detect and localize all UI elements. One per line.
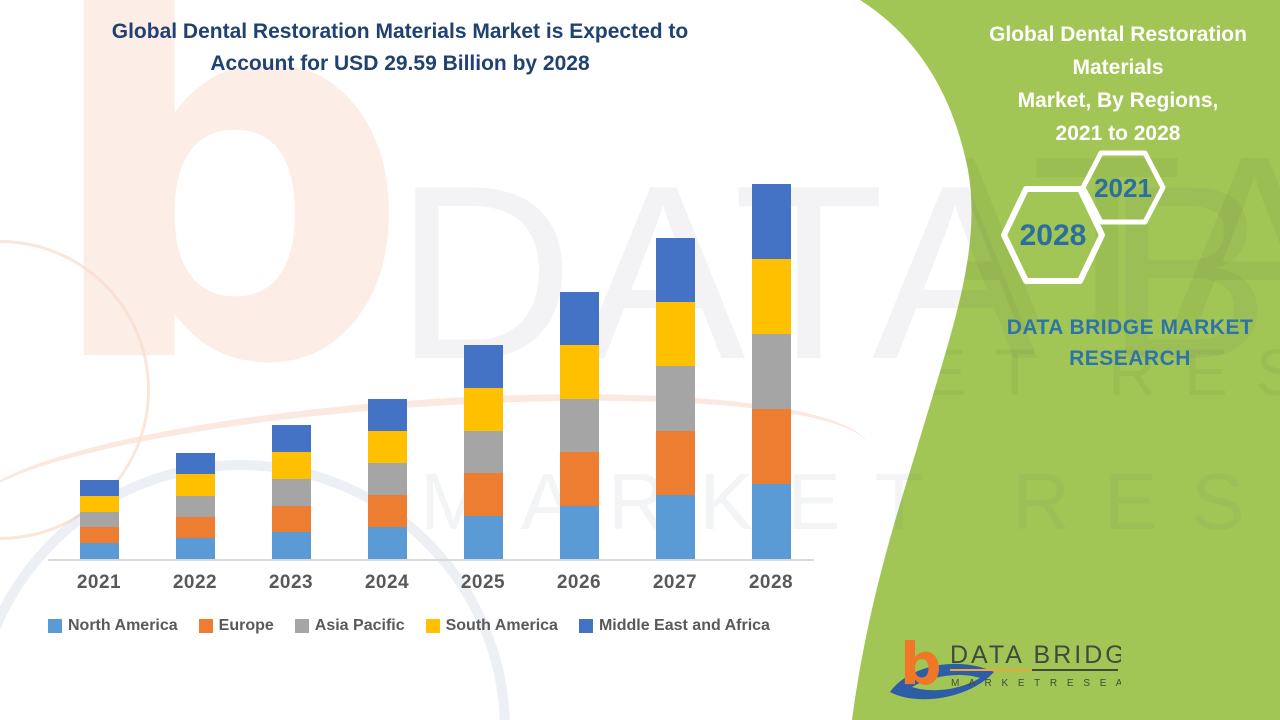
bar-segment-asia-pacific: [367, 462, 407, 495]
x-axis-label-2025: 2025: [460, 572, 506, 593]
bar-segment-north-america: [463, 516, 503, 559]
bar-2028: [751, 184, 791, 559]
bar-segment-asia-pacific: [271, 478, 311, 506]
legend-item-south-america: South America: [425, 617, 558, 635]
bar-segment-europe: [367, 494, 407, 527]
chart-title-line2: Account for USD 29.59 Billion by 2028: [210, 52, 590, 75]
x-axis-label-2026: 2026: [556, 572, 602, 593]
bar-segment-asia-pacific: [175, 495, 215, 517]
hexagon-2028: 2028: [1001, 186, 1105, 284]
x-axis-line: [48, 559, 814, 561]
bar-segment-south-america: [79, 495, 119, 512]
bar-2024: [367, 398, 407, 559]
panel-title-line3: 2021 to 2028: [1055, 122, 1181, 145]
legend-swatch-icon: [198, 619, 213, 633]
brand-text-line2: RESEARCH: [1069, 347, 1191, 370]
bar-segment-asia-pacific: [463, 430, 503, 474]
legend-label: Asia Pacific: [314, 617, 405, 634]
bar-segment-north-america: [367, 526, 407, 559]
bar-segment-europe: [559, 452, 599, 506]
x-axis-label-2021: 2021: [76, 572, 122, 593]
bar-segment-middle-east-and-africa: [271, 425, 311, 453]
legend-label: North America: [68, 617, 178, 634]
bar-2025: [463, 345, 503, 559]
bar-segment-south-america: [271, 452, 311, 479]
bar-segment-middle-east-and-africa: [655, 238, 695, 303]
bar-segment-south-america: [463, 387, 503, 431]
logo-b-monogram: b: [900, 630, 942, 698]
legend-swatch-icon: [48, 619, 62, 633]
legend-label: Middle East and Africa: [598, 617, 770, 634]
bar-segment-north-america: [559, 505, 599, 559]
bar-segment-north-america: [79, 543, 119, 559]
chart-title-line1: Global Dental Restoration Materials Mark…: [111, 20, 689, 43]
bar-segment-europe: [271, 505, 311, 533]
bar-segment-north-america: [271, 532, 311, 559]
panel-title-line1: Global Dental Restoration Materials: [989, 23, 1247, 79]
bar-segment-middle-east-and-africa: [175, 453, 215, 475]
logo-swoosh-icon: [890, 663, 994, 700]
bar-segment-europe: [751, 409, 791, 485]
legend-swatch-icon: [425, 619, 440, 633]
bar-segment-asia-pacific: [655, 366, 695, 431]
bar-segment-middle-east-and-africa: [751, 184, 791, 260]
x-axis-label-2023: 2023: [268, 572, 314, 593]
bar-segment-south-america: [559, 345, 599, 399]
hexagon-2021: 2021: [1080, 150, 1166, 225]
bar-segment-south-america: [751, 259, 791, 335]
data-bridge-logo: b DATA BRIDGE M A R K E T R E S E A R C …: [886, 628, 1173, 715]
bar-segment-south-america: [175, 474, 215, 496]
bar-segment-north-america: [175, 537, 215, 559]
bar-segment-asia-pacific: [751, 334, 791, 410]
year-hexagons: 2021 2028: [998, 148, 1258, 288]
bar-segment-north-america: [751, 484, 791, 559]
chart-legend: North America Europe Asia Pacific South Ame…: [48, 617, 828, 635]
x-axis-label-2028: 2028: [748, 572, 794, 593]
chart-title: Global Dental Restoration Materials Mark…: [55, 16, 745, 80]
brand-text-line1: DATA BRIDGE MARKET: [1006, 316, 1254, 339]
stacked-bar-plot: 2021 2022 2023 2024 2025 2026 2027 2028: [48, 184, 814, 593]
panel-title-line2: Market, By Regions,: [1017, 89, 1219, 112]
bar-segment-middle-east-and-africa: [79, 479, 119, 496]
brand-text: DATA BRIDGE MARKET RESEARCH: [985, 312, 1275, 374]
bar-2022: [175, 453, 215, 559]
bar-segment-middle-east-and-africa: [559, 291, 599, 346]
legend-item-asia-pacific: Asia Pacific: [294, 617, 405, 635]
bar-2021: [79, 479, 119, 559]
x-axis-label-2022: 2022: [172, 572, 218, 593]
logo-subtitle-text: M A R K E T R E S E A R C H: [951, 678, 1121, 689]
bar-2023: [271, 425, 311, 559]
bar-segment-europe: [175, 516, 215, 538]
bar-segment-north-america: [655, 494, 695, 559]
bar-segment-europe: [463, 473, 503, 517]
legend-swatch-icon: [578, 619, 593, 633]
bar-segment-middle-east-and-africa: [367, 398, 407, 431]
legend-item-north-america: North America: [48, 617, 178, 635]
bar-segment-south-america: [655, 302, 695, 367]
legend-swatch-icon: [294, 619, 309, 633]
legend-item-europe: Europe: [198, 617, 274, 635]
x-axis-label-2024: 2024: [364, 572, 410, 593]
legend-label: Europe: [218, 617, 274, 634]
bar-segment-europe: [79, 527, 119, 544]
bar-segment-europe: [655, 430, 695, 495]
bar-segment-asia-pacific: [79, 511, 119, 528]
bar-2027: [655, 238, 695, 559]
hexagon-2021-label: 2021: [1094, 173, 1152, 203]
logo-name-text: DATA BRIDGE: [950, 641, 1121, 669]
hexagon-2028-label: 2028: [1020, 219, 1087, 252]
bar-segment-asia-pacific: [559, 398, 599, 453]
legend-item-middle-east-and-africa: Middle East and Africa: [578, 617, 770, 635]
watermark-text-databridge: DATA BRIDGE: [395, 133, 1280, 411]
legend-label: South America: [445, 617, 558, 634]
bar-segment-south-america: [367, 430, 407, 463]
bar-segment-middle-east-and-africa: [463, 345, 503, 388]
bar-2026: [559, 291, 599, 559]
x-axis-label-2027: 2027: [652, 572, 698, 593]
panel-title: Global Dental Restoration Materials Mark…: [962, 18, 1274, 150]
